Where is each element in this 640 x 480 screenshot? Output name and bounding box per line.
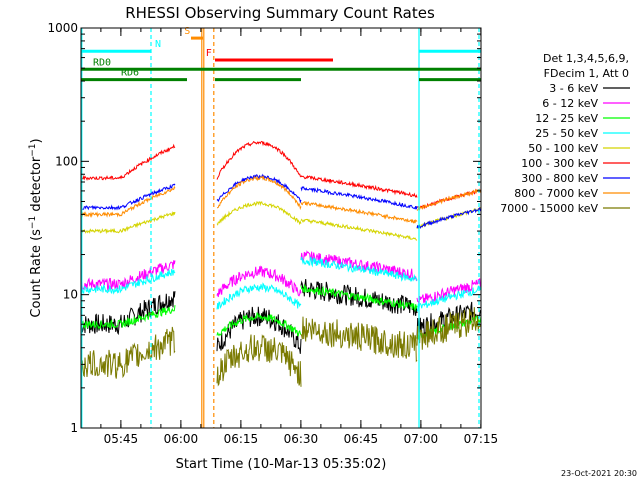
flag-label: RD0 xyxy=(93,57,111,68)
series-line xyxy=(300,316,418,363)
series-line xyxy=(416,285,482,312)
plot-area: N S F RD0 RD6 xyxy=(80,26,482,428)
series-line xyxy=(300,256,418,283)
legend-header-2: FDecim 1, Att 0 xyxy=(544,67,629,80)
series-line xyxy=(416,207,482,229)
legend-label: 25 - 50 keV xyxy=(535,127,598,140)
series-line xyxy=(80,260,176,292)
x-axis-label: Start Time (10-Mar-13 05:35:02) xyxy=(176,457,387,472)
x-tick-label: 07:15 xyxy=(464,432,499,446)
series-line xyxy=(416,307,482,350)
series-line xyxy=(216,282,302,310)
series-line xyxy=(80,326,176,379)
series-line xyxy=(216,306,302,354)
series-line xyxy=(80,210,176,235)
series-line xyxy=(80,183,176,211)
legend-label: 3 - 6 keV xyxy=(549,82,598,95)
series-line xyxy=(216,265,302,298)
series-line xyxy=(216,140,302,180)
date-stamp: 23-Oct-2021 20:30 xyxy=(561,469,637,478)
series-line xyxy=(80,143,176,181)
series-line xyxy=(416,278,482,306)
series-line xyxy=(80,185,176,218)
legend-label: 50 - 100 keV xyxy=(528,142,598,155)
series-line xyxy=(300,250,418,282)
y-axis: 1 10 100 1000 xyxy=(47,21,481,435)
series-line xyxy=(80,268,176,295)
y-tick-label: 1 xyxy=(70,421,78,435)
series-line xyxy=(216,173,302,204)
flag-label: N xyxy=(155,39,161,50)
series-line xyxy=(217,174,302,211)
legend-header-1: Det 1,3,4,5,6,9, xyxy=(543,52,629,65)
y-tick-label: 1000 xyxy=(47,21,78,35)
series-line xyxy=(416,188,482,211)
legend-label: 300 - 800 keV xyxy=(521,172,598,185)
flag-label: F xyxy=(206,48,212,59)
legend: Det 1,3,4,5,6,9, FDecim 1, Att 0 3 - 6 k… xyxy=(500,52,630,215)
flag-label: RD6 xyxy=(121,68,139,79)
series-line xyxy=(216,312,302,337)
series-line xyxy=(300,201,418,224)
x-tick-label: 06:00 xyxy=(164,432,199,446)
series-line xyxy=(300,186,418,210)
x-tick-label: 07:00 xyxy=(404,432,439,446)
x-axis: 05:45 06:00 06:15 06:30 06:45 07:00 07:15 xyxy=(100,28,499,446)
y-tick-label: 100 xyxy=(55,154,78,168)
y-axis-label: Count Rate (s−1 detector−1) xyxy=(28,138,44,317)
x-tick-label: 06:45 xyxy=(344,432,379,446)
legend-label: 7000 - 15000 keV xyxy=(500,202,598,215)
chart-title: RHESSI Observing Summary Count Rates xyxy=(125,4,435,22)
legend-label: 800 - 7000 keV xyxy=(514,187,598,200)
plot-frame xyxy=(80,27,482,429)
y-tick-label: 10 xyxy=(63,288,78,302)
x-tick-label: 06:30 xyxy=(284,432,319,446)
series-line xyxy=(216,200,302,226)
series-line xyxy=(300,284,418,313)
series-line xyxy=(80,305,176,330)
flag-label: S xyxy=(184,26,190,37)
x-tick-label: 05:45 xyxy=(104,432,139,446)
series-line xyxy=(216,334,302,387)
legend-label: 100 - 300 keV xyxy=(521,157,598,170)
series-line xyxy=(300,174,418,198)
legend-label: 12 - 25 keV xyxy=(535,112,598,125)
series-line xyxy=(300,218,418,241)
legend-label: 6 - 12 keV xyxy=(542,97,598,110)
x-tick-label: 06:15 xyxy=(224,432,259,446)
